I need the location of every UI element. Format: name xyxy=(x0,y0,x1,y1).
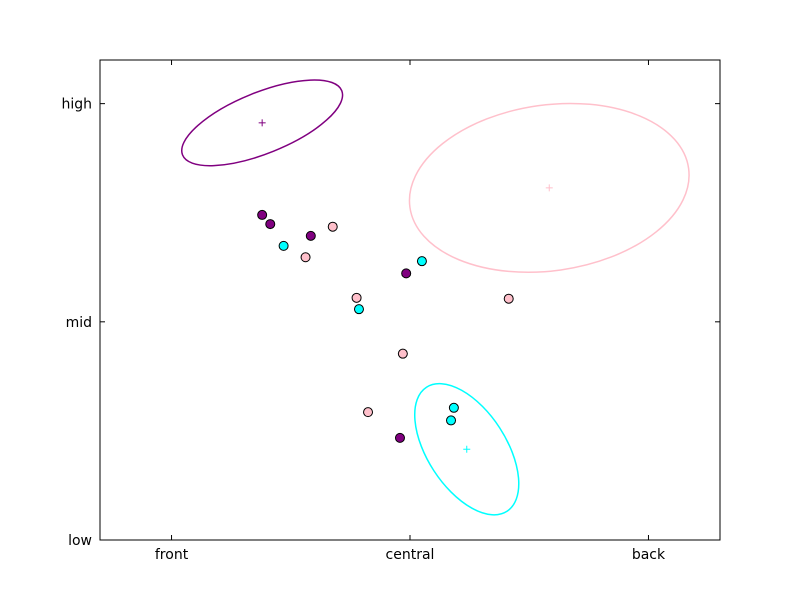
data-point-series-0-1 xyxy=(265,219,276,230)
data-point-series-1-0 xyxy=(278,240,289,251)
data-point-series-1-1 xyxy=(416,256,427,267)
mean-marker-series-1 xyxy=(463,445,471,453)
y-tick-label-0: low xyxy=(68,533,92,549)
data-point-series-2-3 xyxy=(503,293,514,304)
mean-marker-series-2 xyxy=(545,184,553,192)
data-point-series-2-0 xyxy=(327,221,338,232)
data-point-series-2-1 xyxy=(300,252,311,263)
axes-frame xyxy=(99,59,721,541)
data-point-series-0-3 xyxy=(401,268,412,279)
data-point-series-2-4 xyxy=(397,348,408,359)
x-tick-label-1: central xyxy=(386,547,435,563)
plot-area xyxy=(180,79,690,516)
axis-ticks: front central back low mid high xyxy=(61,60,720,563)
data-point-series-1-4 xyxy=(446,415,457,426)
data-point-series-0-2 xyxy=(305,230,316,241)
y-tick-label-2: high xyxy=(61,97,92,113)
x-tick-label-0: front xyxy=(155,547,189,563)
data-point-series-2-2 xyxy=(351,292,362,303)
mean-marker-series-0 xyxy=(258,119,266,127)
x-tick-label-2: back xyxy=(632,547,666,563)
ellipse-series-0 xyxy=(180,79,344,167)
ellipse-series-1 xyxy=(413,382,520,516)
data-point-series-1-2 xyxy=(353,304,364,315)
ellipse-series-2 xyxy=(408,102,690,274)
data-point-series-0-0 xyxy=(257,209,268,220)
data-point-series-1-3 xyxy=(448,402,459,413)
y-tick-label-1: mid xyxy=(66,315,92,331)
data-point-series-0-4 xyxy=(394,432,405,443)
data-point-series-2-5 xyxy=(363,407,374,418)
